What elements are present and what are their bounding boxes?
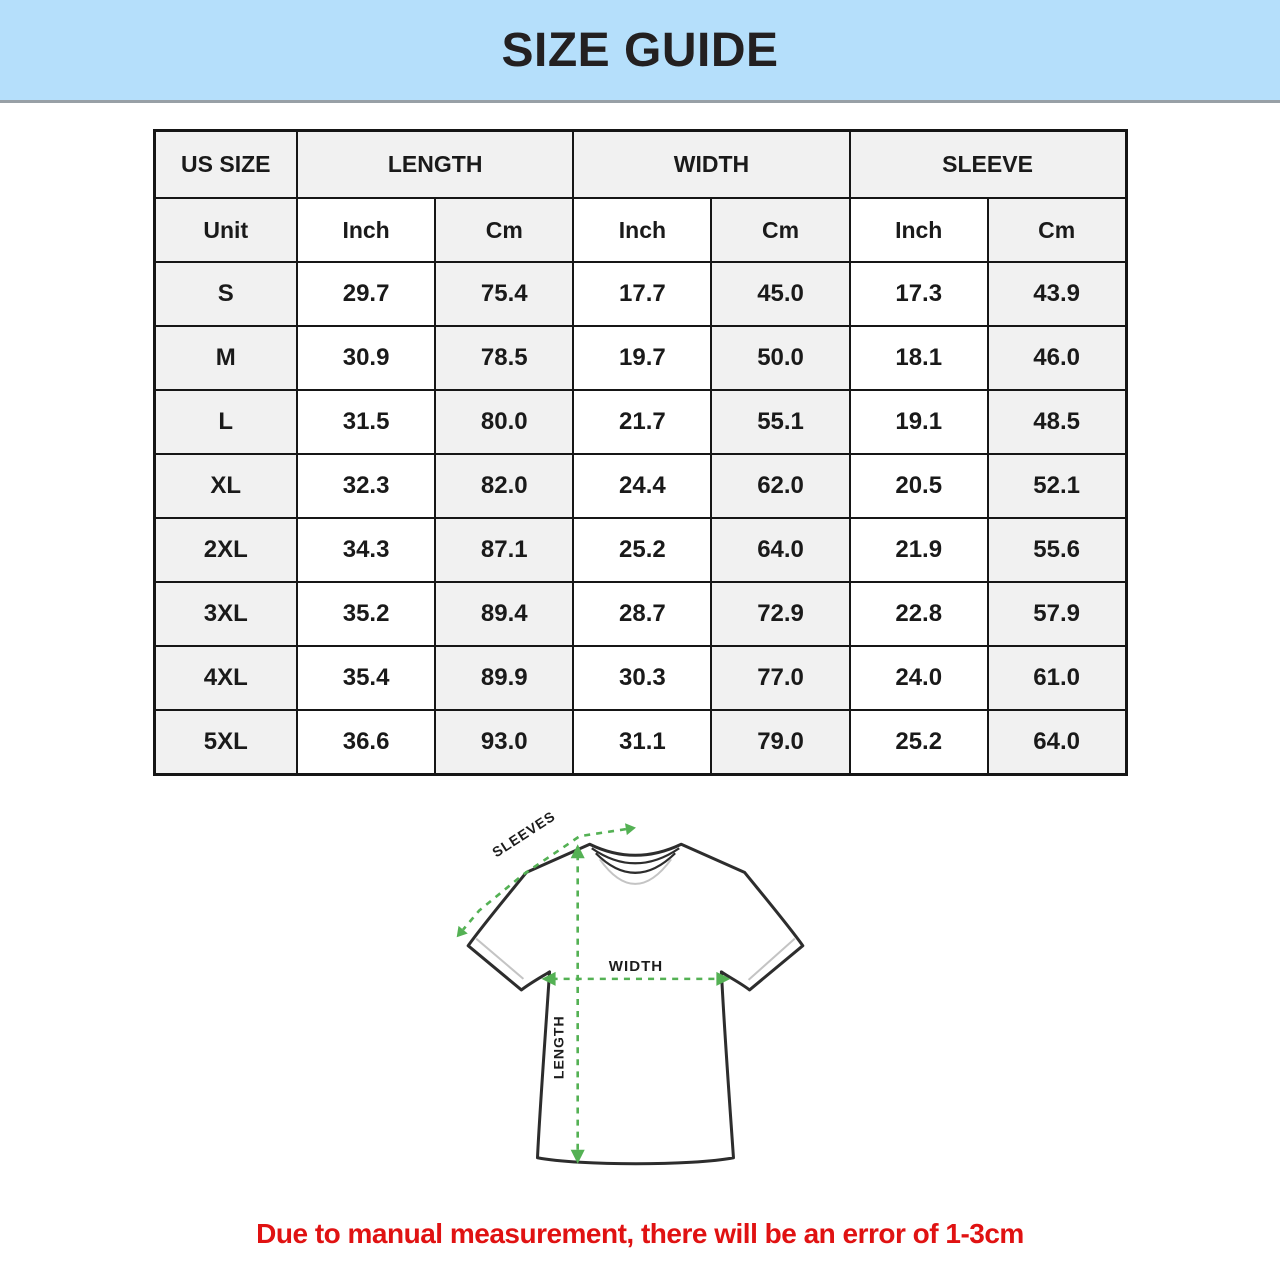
value-cell: 24.4	[572, 453, 713, 519]
tshirt-diagram-svg: WIDTH LENGTH SLEEVES	[456, 808, 805, 1166]
unit-cell: Inch	[572, 197, 713, 263]
value-cell: 30.9	[295, 325, 437, 391]
value-cell: 21.9	[848, 517, 989, 583]
value-cell: 78.5	[434, 325, 575, 391]
size-label-cell: 5XL	[153, 709, 298, 776]
unit-cell: Inch	[848, 197, 989, 263]
width-arrowhead-right	[716, 971, 731, 986]
size-row: 4XL 35.4 89.9 30.3 77.0 24.0 61.0	[153, 645, 1128, 711]
size-row: M 30.9 78.5 19.7 50.0 18.1 46.0	[153, 325, 1128, 391]
value-cell: 17.3	[848, 261, 989, 327]
value-cell: 19.1	[848, 389, 989, 455]
unit-row: Unit Inch Cm Inch Cm Inch Cm	[153, 197, 1128, 263]
size-label-cell: 2XL	[153, 517, 298, 583]
value-cell: 32.3	[295, 453, 437, 519]
value-cell: 20.5	[848, 453, 989, 519]
width-arrowhead-left	[541, 971, 556, 986]
collar-ribbing-lines	[591, 847, 680, 874]
value-cell: 36.6	[295, 709, 437, 776]
length-arrowhead-bottom	[570, 1149, 585, 1164]
value-cell: 46.0	[986, 325, 1128, 391]
value-cell: 87.1	[434, 517, 575, 583]
value-cell: 55.1	[710, 389, 851, 455]
value-cell: 79.0	[710, 709, 851, 776]
size-label-cell: S	[153, 261, 298, 327]
size-row: XL 32.3 82.0 24.4 62.0 20.5 52.1	[153, 453, 1128, 519]
value-cell: 43.9	[986, 261, 1128, 327]
size-label-cell: 3XL	[153, 581, 298, 647]
size-chart-table: US SIZE LENGTH WIDTH SLEEVE Unit Inch Cm…	[152, 129, 1128, 776]
size-label-cell: M	[153, 325, 298, 391]
value-cell: 24.0	[848, 645, 989, 711]
value-cell: 89.9	[434, 645, 575, 711]
value-cell: 75.4	[434, 261, 575, 327]
size-row: L 31.5 80.0 21.7 55.1 19.1 48.5	[153, 389, 1128, 455]
value-cell: 55.6	[986, 517, 1128, 583]
header-sleeve: SLEEVE	[848, 129, 1128, 199]
length-arrowhead-top	[570, 844, 585, 859]
sleeves-arrowhead-bottom	[456, 925, 468, 938]
unit-cell: Cm	[710, 197, 851, 263]
value-cell: 77.0	[710, 645, 851, 711]
value-cell: 19.7	[572, 325, 713, 391]
value-cell: 35.2	[295, 581, 437, 647]
collar-back-seam	[598, 858, 672, 885]
unit-cell: Cm	[986, 197, 1128, 263]
value-cell: 25.2	[572, 517, 713, 583]
value-cell: 48.5	[986, 389, 1128, 455]
value-cell: 62.0	[710, 453, 851, 519]
value-cell: 30.3	[572, 645, 713, 711]
size-guide-banner: SIZE GUIDE	[0, 0, 1280, 103]
value-cell: 93.0	[434, 709, 575, 776]
unit-label: Unit	[153, 197, 298, 263]
value-cell: 64.0	[986, 709, 1128, 776]
value-cell: 21.7	[572, 389, 713, 455]
value-cell: 45.0	[710, 261, 851, 327]
value-cell: 31.5	[295, 389, 437, 455]
header-length: LENGTH	[295, 129, 575, 199]
value-cell: 89.4	[434, 581, 575, 647]
value-cell: 52.1	[986, 453, 1128, 519]
value-cell: 50.0	[710, 325, 851, 391]
value-cell: 80.0	[434, 389, 575, 455]
size-row: 5XL 36.6 93.0 31.1 79.0 25.2 64.0	[153, 709, 1128, 776]
measurement-disclaimer: Due to manual measurement, there will be…	[256, 1218, 1024, 1249]
size-label-cell: 4XL	[153, 645, 298, 711]
tshirt-measurement-diagram: WIDTH LENGTH SLEEVES	[0, 802, 1280, 1204]
value-cell: 35.4	[295, 645, 437, 711]
size-row: 3XL 35.2 89.4 28.7 72.9 22.8 57.9	[153, 581, 1128, 647]
unit-cell: Cm	[434, 197, 575, 263]
value-cell: 82.0	[434, 453, 575, 519]
value-cell: 31.1	[572, 709, 713, 776]
value-cell: 25.2	[848, 709, 989, 776]
unit-cell: Inch	[295, 197, 437, 263]
page-title: SIZE GUIDE	[501, 23, 779, 77]
cuff-seam-lines	[475, 937, 796, 981]
size-label-cell: L	[153, 389, 298, 455]
length-label: LENGTH	[551, 1015, 567, 1079]
header-group-row: US SIZE LENGTH WIDTH SLEEVE	[153, 129, 1128, 199]
value-cell: 34.3	[295, 517, 437, 583]
value-cell: 61.0	[986, 645, 1128, 711]
value-cell: 28.7	[572, 581, 713, 647]
header-width: WIDTH	[572, 129, 851, 199]
value-cell: 64.0	[710, 517, 851, 583]
value-cell: 22.8	[848, 581, 989, 647]
value-cell: 17.7	[572, 261, 713, 327]
size-label-cell: XL	[153, 453, 298, 519]
value-cell: 18.1	[848, 325, 989, 391]
sleeves-label: SLEEVES	[489, 808, 558, 861]
value-cell: 57.9	[986, 581, 1128, 647]
width-label: WIDTH	[609, 958, 663, 975]
sleeves-arrowhead-top	[625, 823, 636, 836]
header-us-size: US SIZE	[153, 129, 298, 199]
size-row: S 29.7 75.4 17.7 45.0 17.3 43.9	[153, 261, 1128, 327]
value-cell: 29.7	[295, 261, 437, 327]
size-row: 2XL 34.3 87.1 25.2 64.0 21.9 55.6	[153, 517, 1128, 583]
value-cell: 72.9	[710, 581, 851, 647]
tshirt-outline	[466, 842, 805, 1166]
